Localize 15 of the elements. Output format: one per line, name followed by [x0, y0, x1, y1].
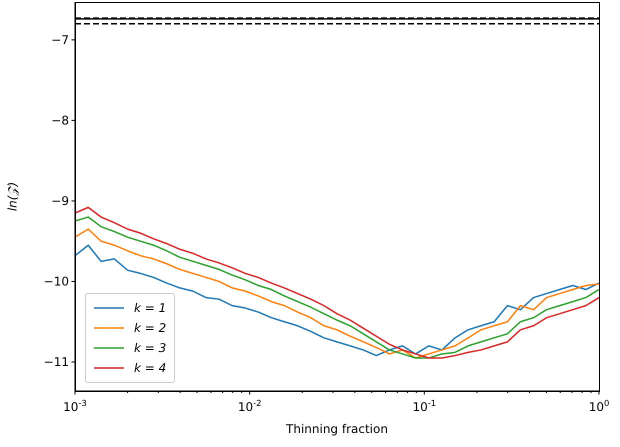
x-tick-label: 10$^{-2}$ [238, 398, 262, 414]
y-tick-label: −8 [51, 113, 69, 128]
legend-label: k = 1 [134, 301, 166, 315]
y-tick-label: −7 [51, 32, 69, 47]
x-tick-label: 10$^{-3}$ [63, 398, 87, 414]
x-axis-title: Thinning fraction [285, 422, 388, 436]
y-axis-title: ln(𝒵) [5, 182, 20, 212]
legend-label: k = 3 [134, 341, 166, 355]
x-tick-label: 10$^{0}$ [588, 398, 610, 414]
x-tick-label: 10$^{-1}$ [412, 398, 436, 414]
y-tick-label: −9 [51, 194, 69, 208]
legend-label: k = 4 [134, 361, 166, 375]
legend-label: k = 2 [134, 321, 166, 335]
y-tick-label: −11 [44, 355, 69, 370]
y-tick-label: −10 [44, 274, 69, 288]
